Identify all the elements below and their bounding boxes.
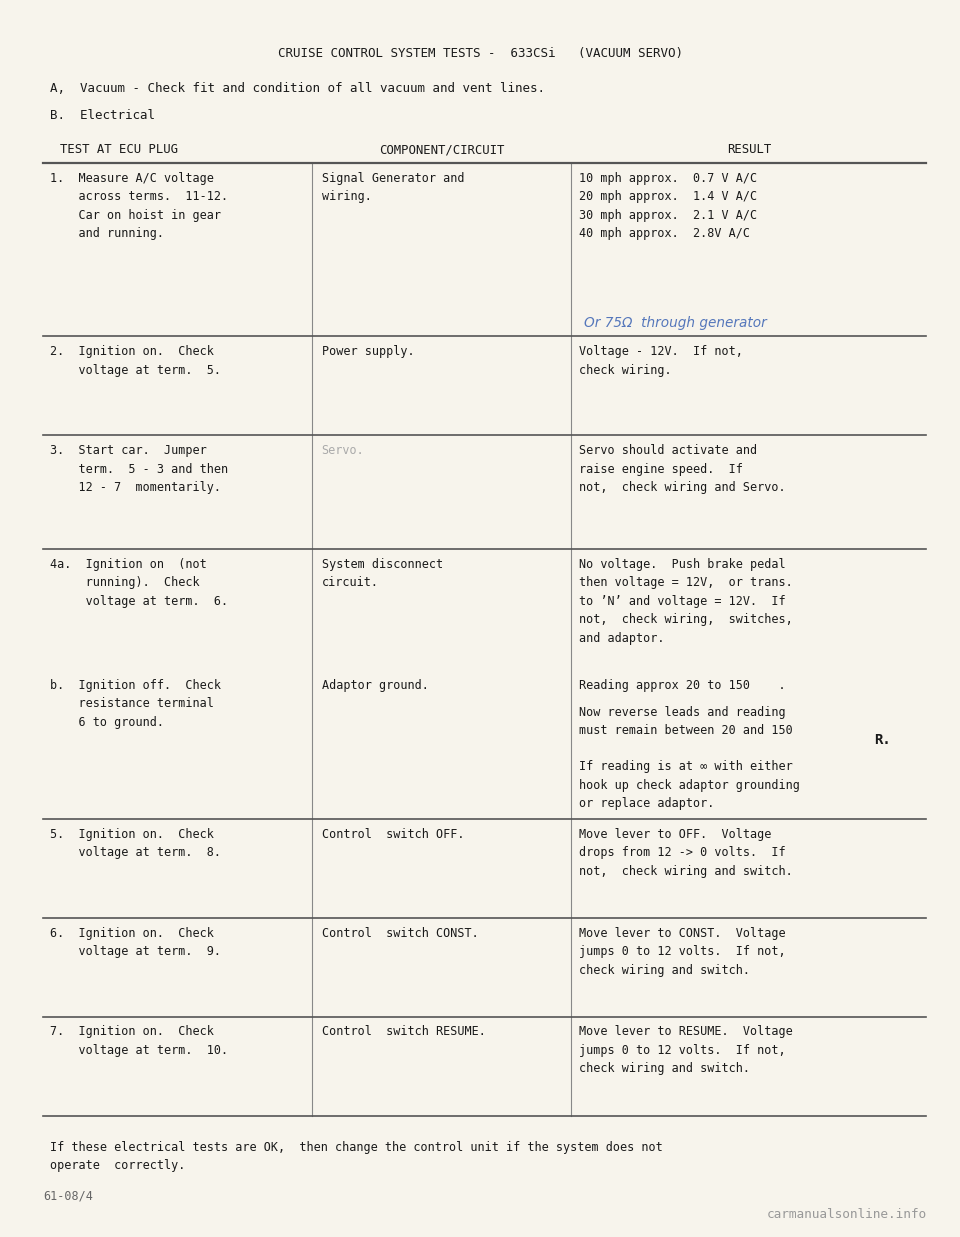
Text: 6.  Ignition on.  Check
    voltage at term.  9.: 6. Ignition on. Check voltage at term. 9… xyxy=(50,927,221,957)
Text: System disconnect
circuit.: System disconnect circuit. xyxy=(322,558,443,589)
Text: 3.  Start car.  Jumper
    term.  5 - 3 and then
    12 - 7  momentarily.: 3. Start car. Jumper term. 5 - 3 and the… xyxy=(50,444,228,494)
Text: Move lever to CONST.  Voltage
jumps 0 to 12 volts.  If not,
check wiring and swi: Move lever to CONST. Voltage jumps 0 to … xyxy=(579,927,785,976)
Text: 4a.  Ignition on  (not
     running).  Check
     voltage at term.  6.: 4a. Ignition on (not running). Check vol… xyxy=(50,558,228,607)
Text: Move lever to RESUME.  Voltage
jumps 0 to 12 volts.  If not,
check wiring and sw: Move lever to RESUME. Voltage jumps 0 to… xyxy=(579,1025,793,1075)
Text: b.  Ignition off.  Check
    resistance terminal
    6 to ground.: b. Ignition off. Check resistance termin… xyxy=(50,679,221,729)
Text: TEST AT ECU PLUG: TEST AT ECU PLUG xyxy=(60,143,178,157)
Text: 61-08/4: 61-08/4 xyxy=(43,1189,93,1202)
Text: 5.  Ignition on.  Check
    voltage at term.  8.: 5. Ignition on. Check voltage at term. 8… xyxy=(50,828,221,858)
Text: Power supply.: Power supply. xyxy=(322,345,414,359)
Text: Control  switch RESUME.: Control switch RESUME. xyxy=(322,1025,486,1039)
Text: carmanualsonline.info: carmanualsonline.info xyxy=(766,1207,926,1221)
Text: 2.  Ignition on.  Check
    voltage at term.  5.: 2. Ignition on. Check voltage at term. 5… xyxy=(50,345,221,376)
Text: CRUISE CONTROL SYSTEM TESTS -  633CSi   (VACUUM SERVO): CRUISE CONTROL SYSTEM TESTS - 633CSi (VA… xyxy=(277,47,683,61)
Text: Voltage - 12V.  If not,
check wiring.: Voltage - 12V. If not, check wiring. xyxy=(579,345,743,376)
Text: Control  switch OFF.: Control switch OFF. xyxy=(322,828,464,841)
Text: R.: R. xyxy=(875,734,891,747)
Text: Servo.: Servo. xyxy=(322,444,365,458)
Text: B.  Electrical: B. Electrical xyxy=(50,109,155,122)
Text: 7.  Ignition on.  Check
    voltage at term.  10.: 7. Ignition on. Check voltage at term. 1… xyxy=(50,1025,228,1056)
Text: Reading approx 20 to 150    .: Reading approx 20 to 150 . xyxy=(579,679,785,691)
Text: Signal Generator and
wiring.: Signal Generator and wiring. xyxy=(322,172,464,203)
Text: Servo should activate and
raise engine speed.  If
not,  check wiring and Servo.: Servo should activate and raise engine s… xyxy=(579,444,785,494)
Text: 10 mph approx.  0.7 V A/C
20 mph approx.  1.4 V A/C
30 mph approx.  2.1 V A/C
40: 10 mph approx. 0.7 V A/C 20 mph approx. … xyxy=(579,172,757,240)
Text: Or 75Ω  through generator: Or 75Ω through generator xyxy=(584,317,766,330)
Text: No voltage.  Push brake pedal
then voltage = 12V,  or trans.
to ’N’ and voltage : No voltage. Push brake pedal then voltag… xyxy=(579,558,793,644)
Text: RESULT: RESULT xyxy=(727,143,771,157)
Text: 1.  Measure A/C voltage
    across terms.  11-12.
    Car on hoist in gear
    a: 1. Measure A/C voltage across terms. 11-… xyxy=(50,172,228,240)
Text: If these electrical tests are OK,  then change the control unit if the system do: If these electrical tests are OK, then c… xyxy=(50,1141,662,1171)
Text: COMPONENT/CIRCUIT: COMPONENT/CIRCUIT xyxy=(379,143,504,157)
Text: Adaptor ground.: Adaptor ground. xyxy=(322,679,428,691)
Text: If reading is at ∞ with either
hook up check adaptor grounding
or replace adapto: If reading is at ∞ with either hook up c… xyxy=(579,761,800,810)
Text: A,  Vacuum - Check fit and condition of all vacuum and vent lines.: A, Vacuum - Check fit and condition of a… xyxy=(50,82,545,95)
Text: Control  switch CONST.: Control switch CONST. xyxy=(322,927,478,940)
Text: Move lever to OFF.  Voltage
drops from 12 -> 0 volts.  If
not,  check wiring and: Move lever to OFF. Voltage drops from 12… xyxy=(579,828,793,877)
Text: Now reverse leads and reading
must remain between 20 and 150: Now reverse leads and reading must remai… xyxy=(579,706,793,737)
